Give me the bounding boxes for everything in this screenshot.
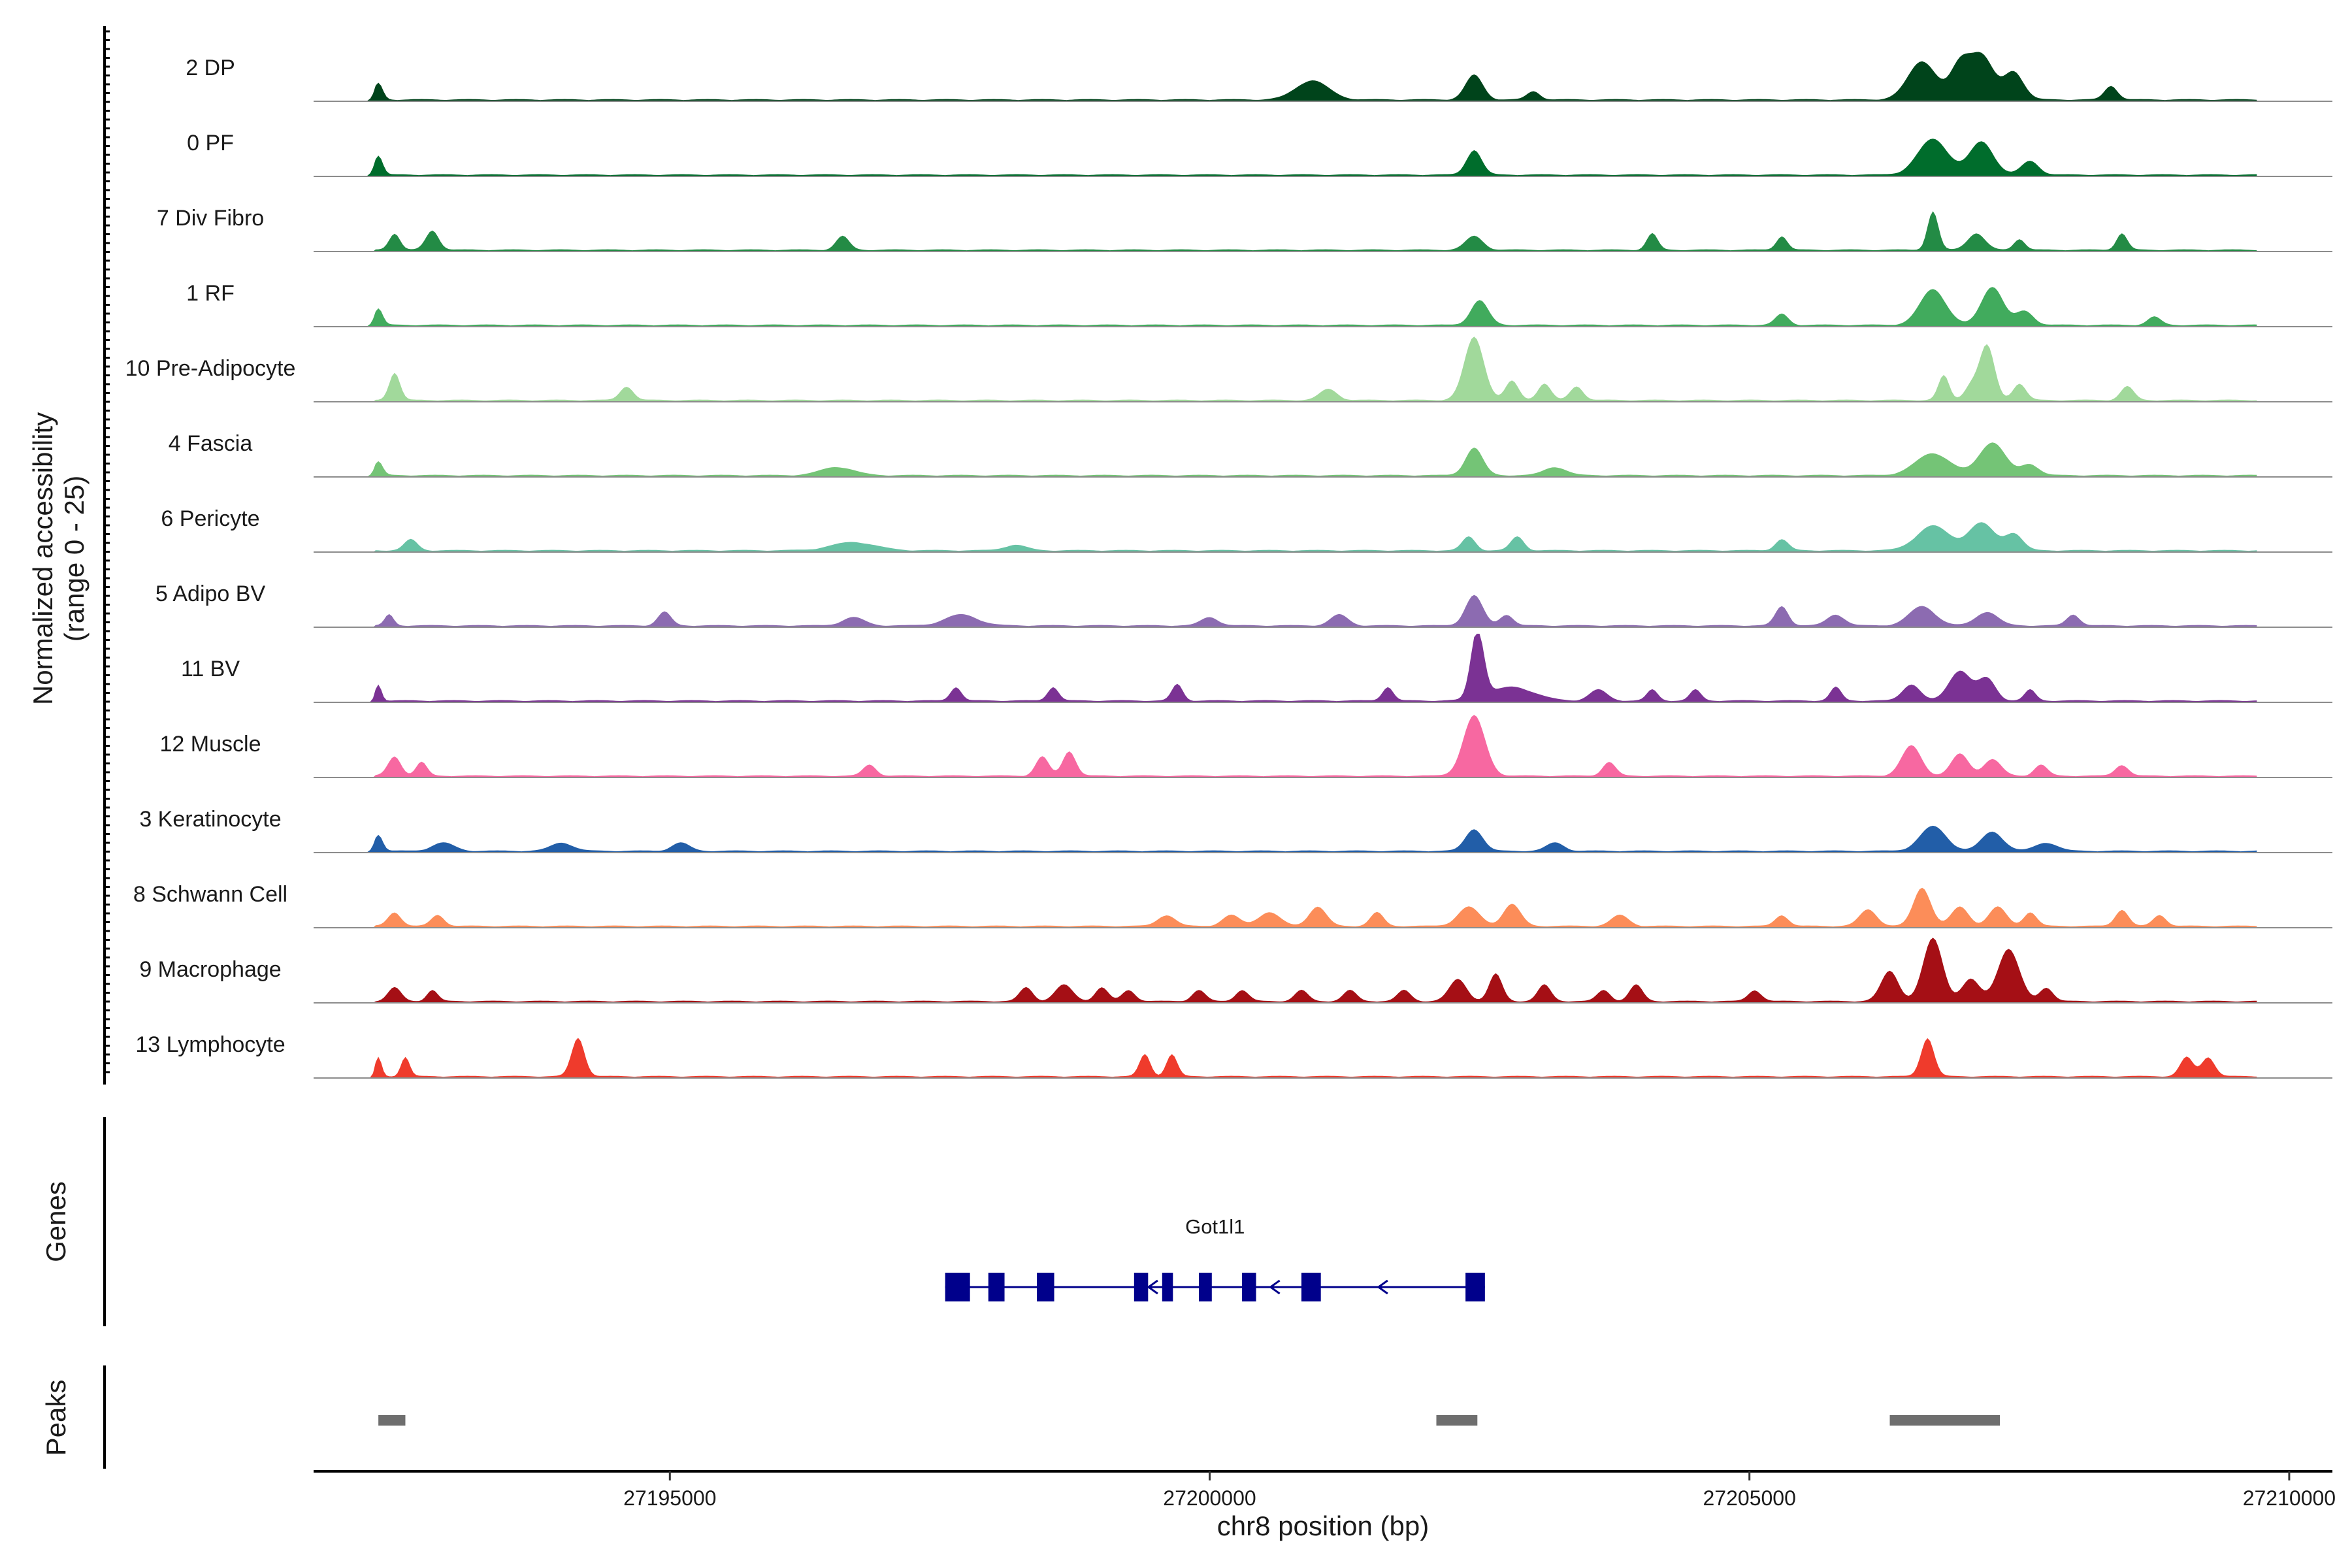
coverage-area <box>314 139 2257 176</box>
coverage-area <box>314 938 2257 1003</box>
track-label: 1 RF <box>186 281 235 306</box>
accessibility-tracks: 2 DP 0 PF 7 Div Fibro 1 RF 10 Pre-Adipocyte 4… <box>125 52 2332 1079</box>
x-tick-label: 27210000 <box>2243 1486 2336 1510</box>
track-8: 5 Adipo BV <box>155 581 2332 628</box>
track-label: 2 DP <box>186 56 235 80</box>
gene-exon <box>1242 1273 1256 1301</box>
accessibility-axis: Normalized accessibility (range 0 - 25) <box>27 26 110 1085</box>
strand-arrow-icon <box>1377 1279 1388 1295</box>
x-tick-label: 27195000 <box>623 1486 716 1510</box>
track-13: 9 Macrophage <box>139 938 2332 1004</box>
track-label: 4 Fascia <box>169 431 253 456</box>
peak-bar <box>378 1415 406 1426</box>
track-2: 0 PF <box>187 131 2332 177</box>
accessibility-axis-ticks <box>105 30 110 1073</box>
gene-exon <box>988 1273 1005 1301</box>
gene-name: Got1l1 <box>1185 1215 1245 1238</box>
track-label: 13 Lymphocyte <box>135 1032 285 1057</box>
peak-bar <box>1436 1415 1478 1426</box>
track-3: 7 Div Fibro <box>157 206 2332 252</box>
coverage-area <box>314 1037 2257 1078</box>
track-label: 8 Schwann Cell <box>133 882 287 907</box>
track-label: 0 PF <box>187 131 234 155</box>
track-6: 4 Fascia <box>169 431 2332 478</box>
strand-arrow-icon <box>1269 1279 1281 1295</box>
genes-axis-title: Genes <box>41 1181 71 1262</box>
peak-bar <box>1889 1415 2001 1426</box>
track-1: 2 DP <box>186 52 2332 102</box>
gene-models: Got1l1 <box>945 1215 1485 1301</box>
x-axis-title: chr8 position (bp) <box>1217 1511 1429 1541</box>
x-axis-ticks: 27195000 27200000 27205000 27210000 <box>623 1471 2336 1510</box>
coverage-area <box>314 715 2257 777</box>
track-10: 12 Muscle <box>160 715 2332 778</box>
coverage-area <box>314 522 2257 552</box>
track-4: 1 RF <box>186 281 2332 327</box>
track-label: 5 Adipo BV <box>155 581 266 606</box>
y-axis-title-line2: (range 0 - 25) <box>59 476 90 642</box>
track-12: 8 Schwann Cell <box>133 882 2332 928</box>
coverage-area <box>314 287 2257 327</box>
peaks-panel: Peaks <box>41 1365 2001 1469</box>
coverage-area <box>314 52 2257 101</box>
coverage-area <box>314 211 2257 252</box>
track-label: 12 Muscle <box>160 732 261 757</box>
coverage-area <box>314 825 2257 853</box>
genes-panel: Genes Got1l1 <box>41 1117 1485 1326</box>
track-label: 9 Macrophage <box>139 957 281 982</box>
gene-exon <box>1465 1273 1485 1301</box>
x-tick-label: 27200000 <box>1163 1486 1256 1510</box>
y-axis-title-line1: Normalized accessibility <box>27 412 58 705</box>
track-label: 3 Keratinocyte <box>139 807 281 832</box>
coverage-area <box>314 887 2257 928</box>
track-5: 10 Pre-Adipocyte <box>125 336 2332 402</box>
track-7: 6 Pericyte <box>161 506 2332 553</box>
peaks-axis-title: Peaks <box>41 1380 71 1456</box>
x-axis: 27195000 27200000 27205000 27210000 chr8 po… <box>314 1470 2336 1541</box>
track-label: 11 BV <box>181 657 240 681</box>
track-9: 11 BV <box>181 634 2332 703</box>
gene-exon <box>1134 1273 1149 1301</box>
gene-model: Got1l1 <box>945 1215 1485 1301</box>
peak-bars <box>378 1415 2001 1426</box>
coverage-area <box>314 595 2257 627</box>
gene-exon <box>1301 1273 1321 1301</box>
track-label: 7 Div Fibro <box>157 206 264 231</box>
gene-exon <box>945 1273 970 1301</box>
strand-arrow-icon <box>1147 1279 1158 1295</box>
coverage-area <box>314 442 2257 477</box>
coverage-area <box>314 336 2257 402</box>
x-tick-label: 27205000 <box>1703 1486 1796 1510</box>
track-14: 13 Lymphocyte <box>135 1032 2332 1079</box>
track-11: 3 Keratinocyte <box>139 807 2332 853</box>
track-label: 10 Pre-Adipocyte <box>125 356 296 381</box>
coverage-area <box>314 634 2257 702</box>
track-label: 6 Pericyte <box>161 506 259 531</box>
gene-exon <box>1162 1273 1173 1301</box>
gene-exon <box>1198 1273 1212 1301</box>
gene-exon <box>1037 1273 1054 1301</box>
